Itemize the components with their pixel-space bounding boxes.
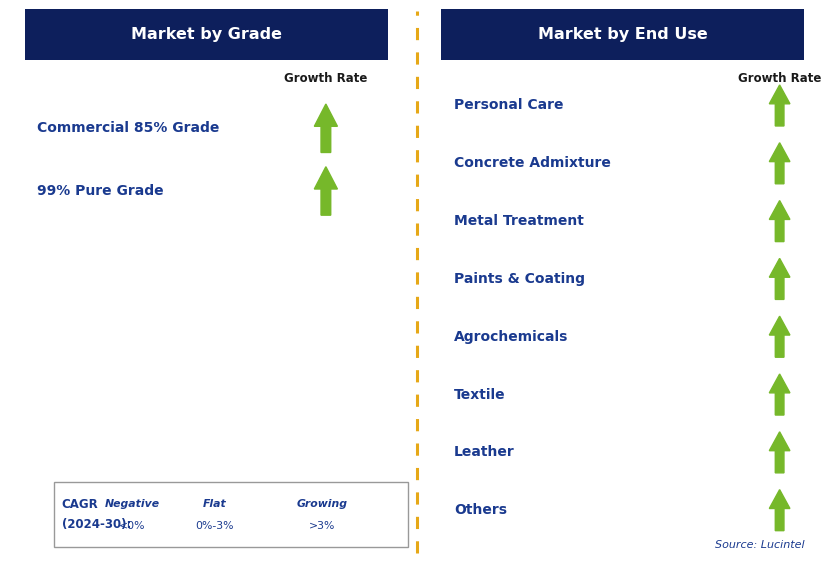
FancyBboxPatch shape: [441, 9, 804, 60]
Text: Paints & Coating: Paints & Coating: [454, 272, 585, 286]
Text: Personal Care: Personal Care: [454, 99, 563, 112]
Polygon shape: [769, 432, 790, 473]
Text: Others: Others: [454, 503, 507, 517]
Text: Market by Grade: Market by Grade: [130, 27, 282, 42]
Text: Leather: Leather: [454, 445, 515, 459]
Polygon shape: [769, 85, 790, 126]
Text: Growing: Growing: [296, 499, 347, 509]
Polygon shape: [769, 258, 790, 299]
Text: Flat: Flat: [203, 499, 226, 509]
Text: >3%: >3%: [309, 521, 335, 531]
Text: Metal Treatment: Metal Treatment: [454, 214, 583, 228]
FancyBboxPatch shape: [25, 9, 388, 60]
Polygon shape: [769, 316, 790, 357]
Polygon shape: [383, 492, 404, 537]
Text: Source: Lucintel: Source: Lucintel: [714, 540, 804, 550]
Text: Commercial 85% Grade: Commercial 85% Grade: [37, 121, 219, 135]
Polygon shape: [239, 504, 297, 526]
Polygon shape: [156, 493, 177, 536]
Polygon shape: [769, 142, 790, 184]
Text: (2024-30):: (2024-30):: [62, 518, 131, 531]
FancyBboxPatch shape: [54, 482, 408, 547]
Text: Agrochemicals: Agrochemicals: [454, 329, 568, 344]
Text: CAGR: CAGR: [62, 498, 99, 511]
Text: <0%: <0%: [119, 521, 145, 531]
Text: Growth Rate: Growth Rate: [284, 72, 368, 85]
Polygon shape: [314, 104, 337, 152]
Polygon shape: [769, 201, 790, 242]
Polygon shape: [769, 490, 790, 531]
Text: Negative: Negative: [105, 499, 159, 509]
Text: Concrete Admixture: Concrete Admixture: [454, 156, 610, 170]
Text: Growth Rate: Growth Rate: [738, 72, 822, 85]
Polygon shape: [769, 374, 790, 415]
Text: Textile: Textile: [454, 388, 506, 401]
Text: 99% Pure Grade: 99% Pure Grade: [37, 184, 163, 198]
Text: Market by End Use: Market by End Use: [538, 27, 708, 42]
Text: 0%-3%: 0%-3%: [196, 521, 233, 531]
Polygon shape: [314, 166, 337, 215]
